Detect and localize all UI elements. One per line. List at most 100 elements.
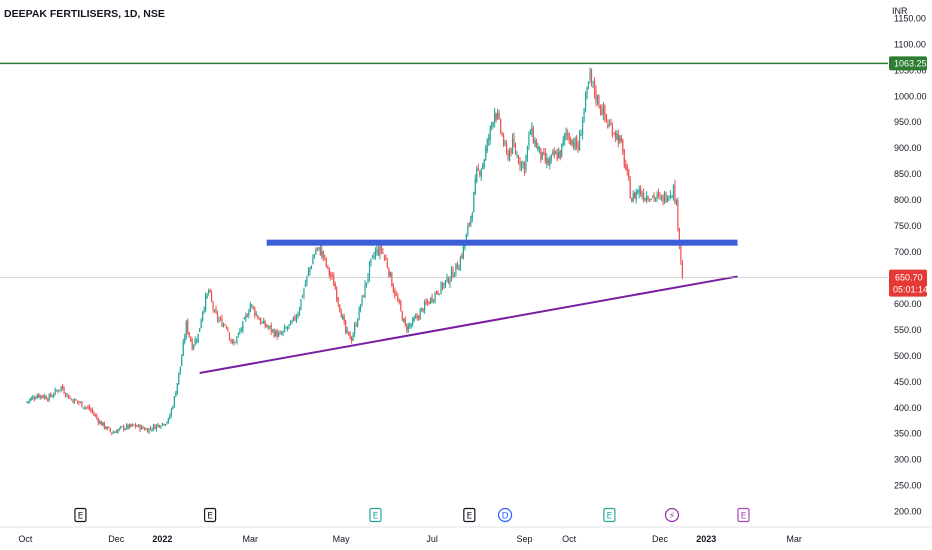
candle-body [522, 163, 524, 165]
candle-body [298, 308, 301, 316]
candle-body [61, 385, 64, 390]
candle-body [638, 188, 640, 194]
candle-body [657, 192, 660, 195]
candle-body [489, 126, 491, 140]
y-tick-label: 950.00 [894, 117, 922, 127]
event-marker[interactable]: E [603, 507, 616, 523]
candle-body [334, 284, 336, 290]
candle-body [169, 415, 171, 420]
x-tick-label: Sep [516, 534, 532, 544]
candle-body [654, 197, 657, 199]
candle-body [203, 308, 205, 312]
event-marker[interactable]: E [737, 507, 750, 523]
event-marker[interactable]: D [497, 507, 513, 523]
candle-body [450, 269, 453, 279]
event-marker[interactable]: E [463, 507, 476, 523]
candle-body [239, 331, 241, 333]
candle-body [140, 425, 143, 430]
candle-body [416, 315, 418, 318]
event-marker[interactable]: E [369, 507, 382, 523]
candle-body [552, 152, 554, 154]
y-tick-label: 450.00 [894, 377, 922, 387]
candle-body [143, 428, 146, 431]
event-markers: E E E E D E ⚡ E [74, 507, 750, 523]
y-tick-label: 600.00 [894, 299, 922, 309]
candle-body [409, 324, 411, 326]
candle-body [608, 124, 610, 126]
candle-body [647, 197, 649, 200]
candle-body [161, 423, 164, 426]
candle-body [497, 113, 499, 119]
candle-body [90, 409, 92, 411]
top-price-tag [889, 56, 927, 71]
y-tick-label: 1000.00 [894, 91, 927, 101]
candle-body [412, 318, 414, 325]
candle-body [580, 134, 582, 136]
candle-body [160, 426, 162, 428]
candle-body [57, 390, 59, 392]
y-tick-label: 300.00 [894, 455, 922, 465]
candle-body [467, 225, 469, 234]
candle-body [215, 308, 217, 314]
candle-body [650, 198, 652, 200]
candle-body [549, 159, 551, 165]
event-marker[interactable]: E [203, 507, 217, 523]
candle-body [395, 294, 397, 296]
candle-body [38, 394, 40, 398]
candle-body [531, 126, 533, 134]
candle-body [564, 133, 566, 141]
candle-body [461, 255, 463, 258]
candle-body [249, 304, 251, 312]
candle-body [240, 329, 242, 331]
candle-body [123, 425, 125, 430]
candle-body [236, 336, 238, 342]
candle-body [82, 407, 85, 409]
candle-body [312, 258, 314, 265]
candle-body [307, 270, 310, 275]
x-tick-label: 2023 [696, 534, 716, 544]
resistance[interactable] [266, 239, 738, 246]
candle-body [106, 426, 108, 430]
candle-body [462, 246, 464, 259]
candle-body [589, 72, 591, 81]
candle-body [418, 316, 420, 319]
candle-body [617, 134, 619, 144]
event-marker-label: E [78, 512, 84, 522]
candle-body [79, 402, 82, 404]
y-tick-label: 1150.00 [894, 13, 926, 23]
candle-body [139, 424, 141, 430]
event-marker[interactable]: ⚡ [664, 507, 680, 523]
candle-body [340, 311, 342, 318]
candle-body [266, 324, 268, 328]
candle-body [151, 429, 153, 431]
event-marker[interactable]: E [74, 507, 87, 523]
rising-trendline[interactable] [199, 275, 738, 374]
candle-body [407, 324, 409, 332]
candle-body [292, 316, 295, 321]
candle-body [629, 180, 631, 199]
candle-body [279, 332, 281, 334]
candle-body [610, 123, 612, 126]
candle-body [167, 418, 169, 423]
candle-body [577, 145, 579, 151]
candle-body [441, 282, 444, 289]
candle-body [102, 422, 104, 426]
y-tick-label: 400.00 [894, 403, 922, 413]
candle-body [379, 245, 381, 257]
x-tick-label: Mar [786, 534, 802, 544]
chart-title: DEEPAK FERTILISERS, 1D, NSE [4, 8, 165, 20]
earnings-icon [74, 507, 87, 523]
candle-body [297, 314, 299, 317]
candle-body [251, 304, 253, 306]
candle-body [207, 290, 210, 293]
candle-body [628, 169, 630, 179]
candle-body [69, 397, 71, 399]
y-tick-label: 850.00 [894, 169, 922, 179]
candle-body [60, 386, 62, 391]
candle-body [470, 216, 472, 225]
candle-body [446, 275, 448, 282]
candle-body [513, 137, 515, 147]
y-tick-label: 550.00 [894, 325, 922, 335]
candle-body [184, 336, 186, 343]
